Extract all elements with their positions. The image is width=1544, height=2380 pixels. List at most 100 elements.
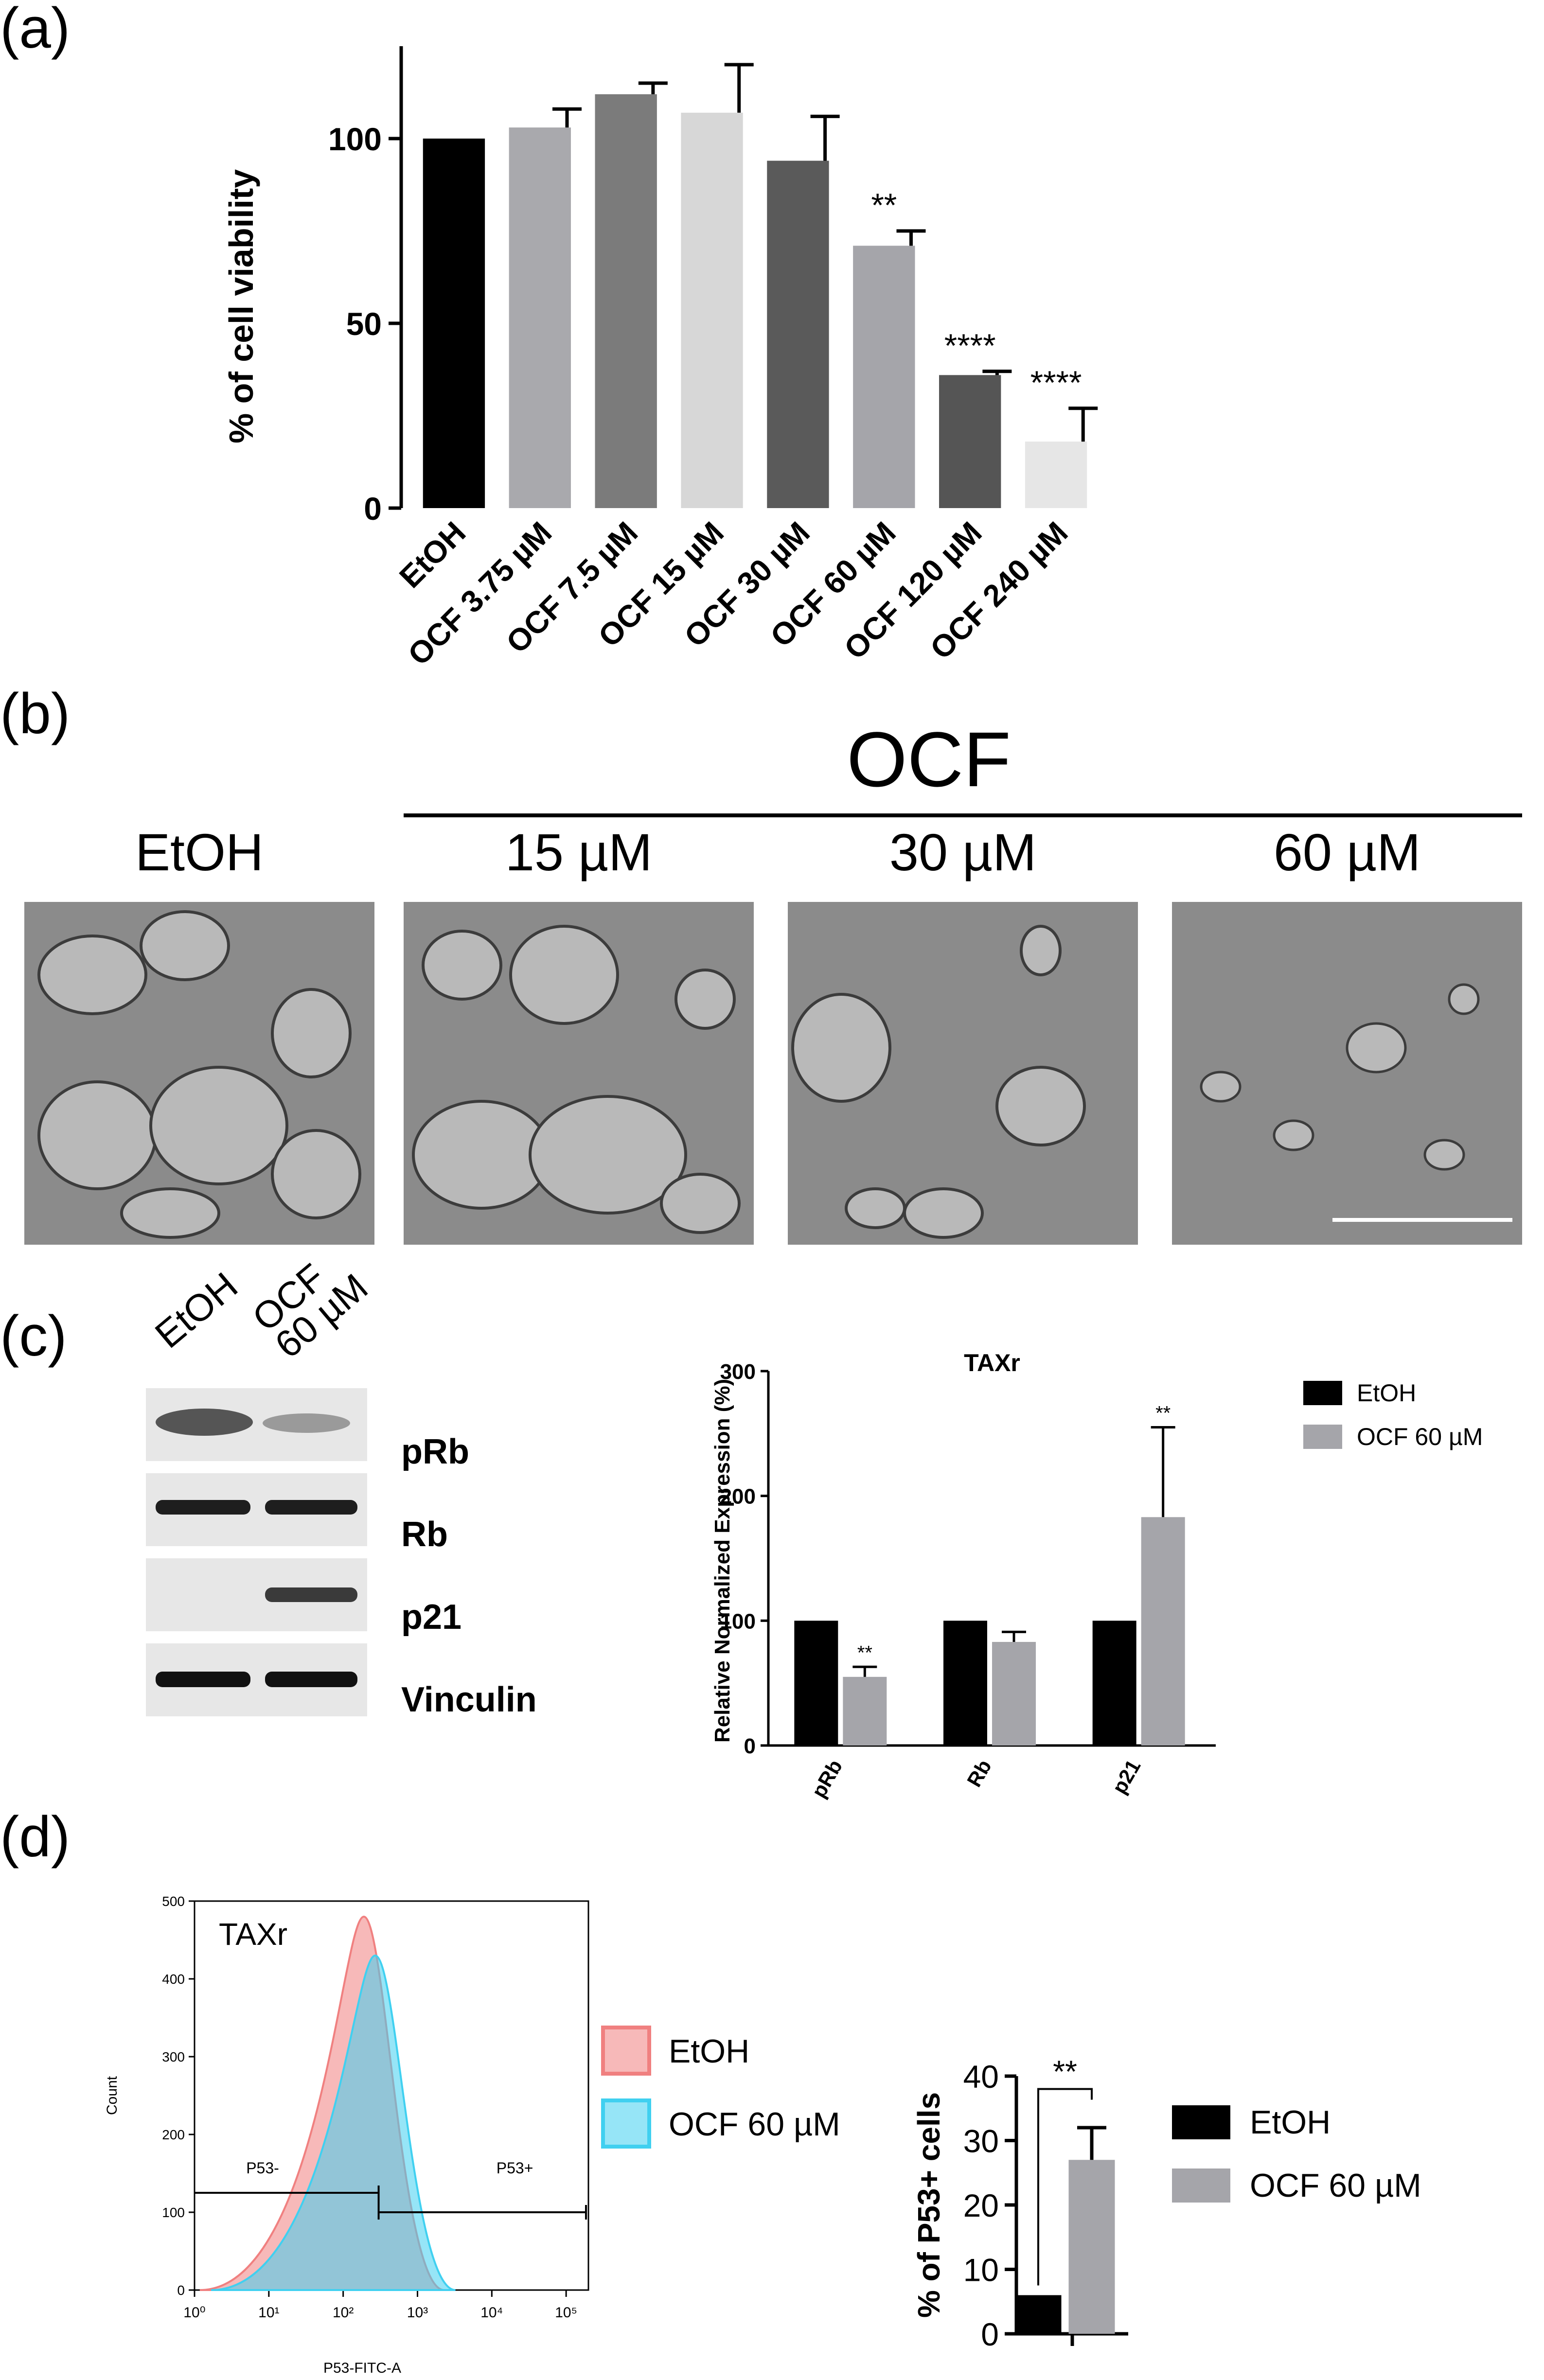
y-tick-label: 0 bbox=[177, 2283, 185, 2298]
y-tick-label: 20 bbox=[963, 2187, 999, 2223]
x-axis-title: P53-FITC-A bbox=[323, 2360, 401, 2376]
histogram-legend: EtOH OCF 60 µM bbox=[601, 2026, 840, 2149]
significance-bracket bbox=[1037, 2088, 1093, 2286]
gate-label: P53- bbox=[246, 2159, 279, 2177]
bar-6 bbox=[939, 375, 1001, 508]
bar-4 bbox=[767, 160, 829, 509]
histogram-title: TAXr bbox=[219, 1917, 287, 1952]
x-tick-label: pRb bbox=[807, 1756, 847, 1801]
legend-swatch bbox=[601, 2026, 651, 2076]
x-tick-label: 10⁴ bbox=[480, 2305, 503, 2321]
x-tick-label: 10³ bbox=[407, 2305, 428, 2321]
significance-mark: ** bbox=[1053, 2057, 1077, 2089]
gate-label: P53+ bbox=[497, 2159, 533, 2177]
micrograph-30um bbox=[788, 902, 1138, 1245]
blot-band-vinculin bbox=[146, 1643, 367, 1716]
blot-band-p21-signal bbox=[265, 1587, 357, 1602]
blot-label-rb: Rb bbox=[401, 1515, 448, 1554]
ocf-group-bracket-line bbox=[404, 813, 1522, 817]
micrograph-etoh-texture bbox=[24, 902, 374, 1245]
y-tick-label: 400 bbox=[162, 1972, 185, 1987]
bar-pRb-0 bbox=[794, 1621, 838, 1745]
scale-bar bbox=[1332, 1218, 1512, 1222]
legend-swatch bbox=[1303, 1425, 1342, 1449]
bar-0 bbox=[423, 139, 485, 508]
bar-pRb-1 bbox=[843, 1676, 887, 1745]
bar-Rb-1 bbox=[992, 1641, 1036, 1745]
ocf-group-label: OCF bbox=[847, 716, 1011, 803]
bar-1 bbox=[509, 127, 571, 508]
chart-title: TAXr bbox=[964, 1352, 1020, 1376]
y-axis-title: Count bbox=[104, 2076, 120, 2115]
significance-mark: **** bbox=[1030, 364, 1082, 401]
y-tick-label: 100 bbox=[720, 1609, 756, 1633]
micro-title-30um: 30 µM bbox=[889, 823, 1037, 881]
legend-swatch bbox=[601, 2098, 651, 2149]
bar-3 bbox=[681, 112, 743, 509]
blot-label-prb: pRb bbox=[401, 1432, 469, 1471]
y-tick-label: 0 bbox=[364, 491, 382, 527]
blot-band-p21 bbox=[146, 1558, 367, 1631]
legend-label: EtOH bbox=[1357, 1379, 1416, 1407]
panel-label-b: (b) bbox=[0, 682, 71, 746]
blot-label-p21: p21 bbox=[401, 1598, 462, 1637]
panel-label-a: (a) bbox=[0, 0, 71, 60]
bar-0 bbox=[1015, 2295, 1062, 2334]
bar-p21-1 bbox=[1141, 1517, 1185, 1745]
blot-lane-label-etoh: EtOH bbox=[147, 1264, 246, 1357]
y-tick-label: 300 bbox=[720, 1360, 756, 1384]
significance-mark: ** bbox=[871, 187, 897, 224]
significance-mark: ** bbox=[1155, 1403, 1171, 1424]
legend-label: OCF 60 µM bbox=[669, 2106, 840, 2143]
blot-band-rb bbox=[146, 1473, 367, 1546]
blot-band-vinculin-signal bbox=[156, 1672, 357, 1687]
micrograph-15um-texture bbox=[404, 902, 754, 1245]
blot-band-prb bbox=[146, 1388, 367, 1461]
x-tick-label: 10² bbox=[333, 2305, 354, 2321]
x-tick-label: 10⁰ bbox=[183, 2305, 205, 2321]
y-axis-title: Relative Normalized Expression (%) bbox=[710, 1379, 734, 1743]
y-tick-label: 0 bbox=[981, 2316, 999, 2352]
micrograph-15um bbox=[404, 902, 754, 1245]
y-tick-label: 0 bbox=[744, 1734, 756, 1758]
y-tick-label: 30 bbox=[963, 2123, 999, 2159]
bar-7 bbox=[1025, 441, 1087, 508]
micrograph-60um bbox=[1172, 902, 1522, 1245]
panel-label-c: (c) bbox=[0, 1304, 67, 1368]
x-tick-label: p21 bbox=[1108, 1756, 1145, 1798]
x-tick-label: Rb bbox=[962, 1756, 996, 1791]
y-tick-label: 40 bbox=[963, 2059, 999, 2095]
y-tick-label: 100 bbox=[162, 2205, 185, 2220]
micro-title-60um: 60 µM bbox=[1273, 823, 1421, 881]
y-tick-label: 500 bbox=[162, 1894, 185, 1909]
bar-Rb-0 bbox=[943, 1621, 987, 1745]
bar-5 bbox=[853, 246, 915, 508]
y-tick-label: 200 bbox=[162, 2127, 185, 2142]
x-tick-label: 10⁵ bbox=[555, 2305, 577, 2321]
blot-band-rb-signal bbox=[156, 1500, 357, 1515]
panel-label-d: (d) bbox=[0, 1805, 71, 1869]
bar-2 bbox=[595, 94, 657, 509]
x-tick-label: 10¹ bbox=[258, 2305, 279, 2321]
micro-title-15um: 15 µM bbox=[505, 823, 653, 881]
y-axis-title: % of P53+ cells bbox=[911, 2092, 946, 2318]
histogram-series-1 bbox=[211, 1954, 456, 2291]
blot-lane-label-ocf: OCF 60 µM bbox=[244, 1241, 375, 1366]
legend-swatch bbox=[1303, 1381, 1342, 1405]
y-tick-label: 50 bbox=[346, 306, 382, 342]
legend-label: OCF 60 µM bbox=[1250, 2167, 1421, 2204]
micro-title-etoh: EtOH bbox=[135, 823, 264, 881]
y-tick-label: 100 bbox=[328, 121, 382, 157]
chart-d-histogram: 0 100 200 300 400 500 10⁰ 10¹ 10² 10³ 10⁴ 10⁵ P53-FI… bbox=[104, 1894, 589, 2376]
legend-swatch bbox=[1172, 2168, 1230, 2203]
legend-label: EtOH bbox=[669, 2033, 749, 2070]
blot-band-prb-signal bbox=[156, 1409, 350, 1436]
significance-mark: **** bbox=[944, 327, 996, 364]
micrograph-30um-texture bbox=[788, 902, 1138, 1245]
significance-mark: ** bbox=[857, 1642, 872, 1663]
chart-d-p53-bar: 0 10 20 30 40 % of P53+ cells ** EtOH OCF 60 µM bbox=[911, 2057, 1421, 2352]
y-tick-label: 300 bbox=[162, 2049, 185, 2064]
bar-1 bbox=[1068, 2160, 1115, 2334]
